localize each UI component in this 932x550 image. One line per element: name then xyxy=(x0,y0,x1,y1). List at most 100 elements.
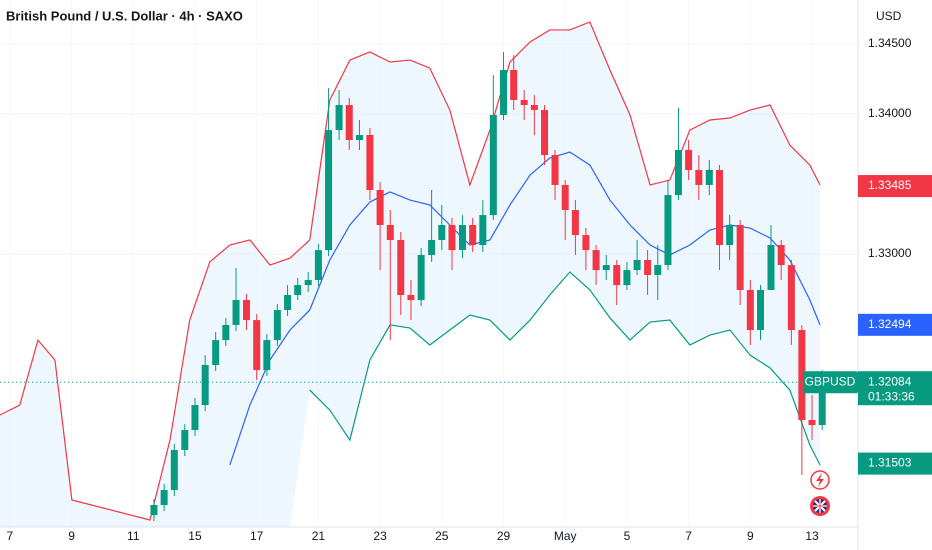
band-tag-label: 1.32494 xyxy=(868,317,912,331)
candle-body xyxy=(417,254,425,301)
candle-body xyxy=(633,259,641,271)
candle-body xyxy=(715,169,723,246)
candle-body xyxy=(376,189,384,225)
x-tick-label: 7 xyxy=(685,529,692,543)
candle-body xyxy=(160,490,168,506)
y-tick-label: 1.34500 xyxy=(868,36,912,50)
candle-body xyxy=(191,405,199,430)
candle-body xyxy=(386,224,394,240)
symbol-tag xyxy=(803,371,858,394)
candle-body xyxy=(294,285,302,296)
candle-body xyxy=(520,99,528,106)
replay-icon[interactable] xyxy=(810,470,830,490)
band-line xyxy=(0,21,821,521)
candle-body xyxy=(448,224,456,251)
candle-body xyxy=(263,340,271,371)
price-tag-label: 1.32084 xyxy=(868,374,912,388)
price-tag xyxy=(858,371,932,406)
candle-body xyxy=(304,280,312,286)
x-tick-label: 9 xyxy=(747,529,754,543)
flag-icon[interactable] xyxy=(810,496,830,516)
x-tick-label: 23 xyxy=(373,529,387,543)
countdown-label: 01:33:36 xyxy=(868,389,915,403)
candle-body xyxy=(284,295,292,310)
candle-body xyxy=(479,215,487,246)
candle-body xyxy=(150,505,158,516)
candle-body xyxy=(170,449,178,491)
band-tag-label: 1.33485 xyxy=(868,178,912,192)
candle-body xyxy=(787,265,795,331)
x-tick-label: 21 xyxy=(312,529,326,543)
candle-body xyxy=(212,340,220,366)
candle-body xyxy=(469,224,477,246)
candle-body xyxy=(818,382,826,426)
candle-body xyxy=(613,265,621,286)
candle-body xyxy=(664,195,672,266)
y-tick-label: 1.33000 xyxy=(868,246,912,260)
candle-body xyxy=(345,105,353,141)
candle-body xyxy=(201,365,209,406)
candle-body xyxy=(407,295,415,301)
candle-body xyxy=(222,324,230,341)
candle-body xyxy=(397,239,405,296)
band-tag-label: 1.31503 xyxy=(868,456,912,470)
candle-body xyxy=(746,289,754,331)
x-tick-label: May xyxy=(554,529,577,543)
x-tick-label: 17 xyxy=(250,529,264,543)
x-tick-label: 15 xyxy=(188,529,202,543)
candle-body xyxy=(458,224,466,251)
candle-body xyxy=(592,250,600,271)
candle-body xyxy=(623,270,631,286)
candle-body xyxy=(757,289,765,331)
candle-body xyxy=(181,429,189,450)
candle-body xyxy=(644,259,652,275)
candle-body xyxy=(571,210,579,236)
candle-body xyxy=(273,309,281,341)
candle-body xyxy=(767,245,775,290)
candle-body xyxy=(355,134,363,141)
x-tick-label: 9 xyxy=(68,529,75,543)
x-tick-label: 7 xyxy=(7,529,14,543)
candle-body xyxy=(736,224,744,290)
candle-body xyxy=(705,169,713,185)
symbol-tag-label: GBPUSD xyxy=(805,374,856,388)
chart-title: British Pound / U.S. Dollar · 4h · SAXO xyxy=(6,8,243,23)
candle-body xyxy=(602,265,610,271)
candle-body xyxy=(366,134,374,190)
candle-body xyxy=(561,184,569,211)
candle-body xyxy=(335,105,343,131)
x-tick-label: 13 xyxy=(805,529,819,543)
candle-body xyxy=(551,154,559,185)
x-tick-label: 11 xyxy=(127,529,140,543)
candle-body xyxy=(582,235,590,251)
candle-body xyxy=(695,169,703,185)
candle-body xyxy=(253,320,261,371)
candle-body xyxy=(685,149,693,170)
candle-body xyxy=(243,300,251,321)
y-tick-label: 1.34000 xyxy=(868,106,912,120)
candle-body xyxy=(530,105,538,111)
candle-body xyxy=(489,114,497,216)
candle-body xyxy=(500,70,508,115)
currency: USD xyxy=(876,9,902,23)
candle-body xyxy=(232,300,240,325)
candle-body xyxy=(777,245,785,266)
candle-body xyxy=(541,110,549,155)
candle-body xyxy=(808,420,816,426)
x-tick-label: 29 xyxy=(497,529,511,543)
plot-area xyxy=(0,21,858,527)
candle-body xyxy=(438,224,446,240)
candle-body xyxy=(325,130,333,251)
x-tick-label: 25 xyxy=(435,529,449,543)
candle-body xyxy=(654,265,662,275)
candle-body xyxy=(798,330,806,421)
band-tag xyxy=(858,175,932,198)
candle-body xyxy=(726,224,734,246)
band-tag xyxy=(858,313,932,336)
candle-body xyxy=(314,250,322,281)
candle-body xyxy=(428,239,436,255)
candle-body xyxy=(510,70,518,100)
candle-body xyxy=(674,149,682,196)
band-line xyxy=(309,271,821,466)
